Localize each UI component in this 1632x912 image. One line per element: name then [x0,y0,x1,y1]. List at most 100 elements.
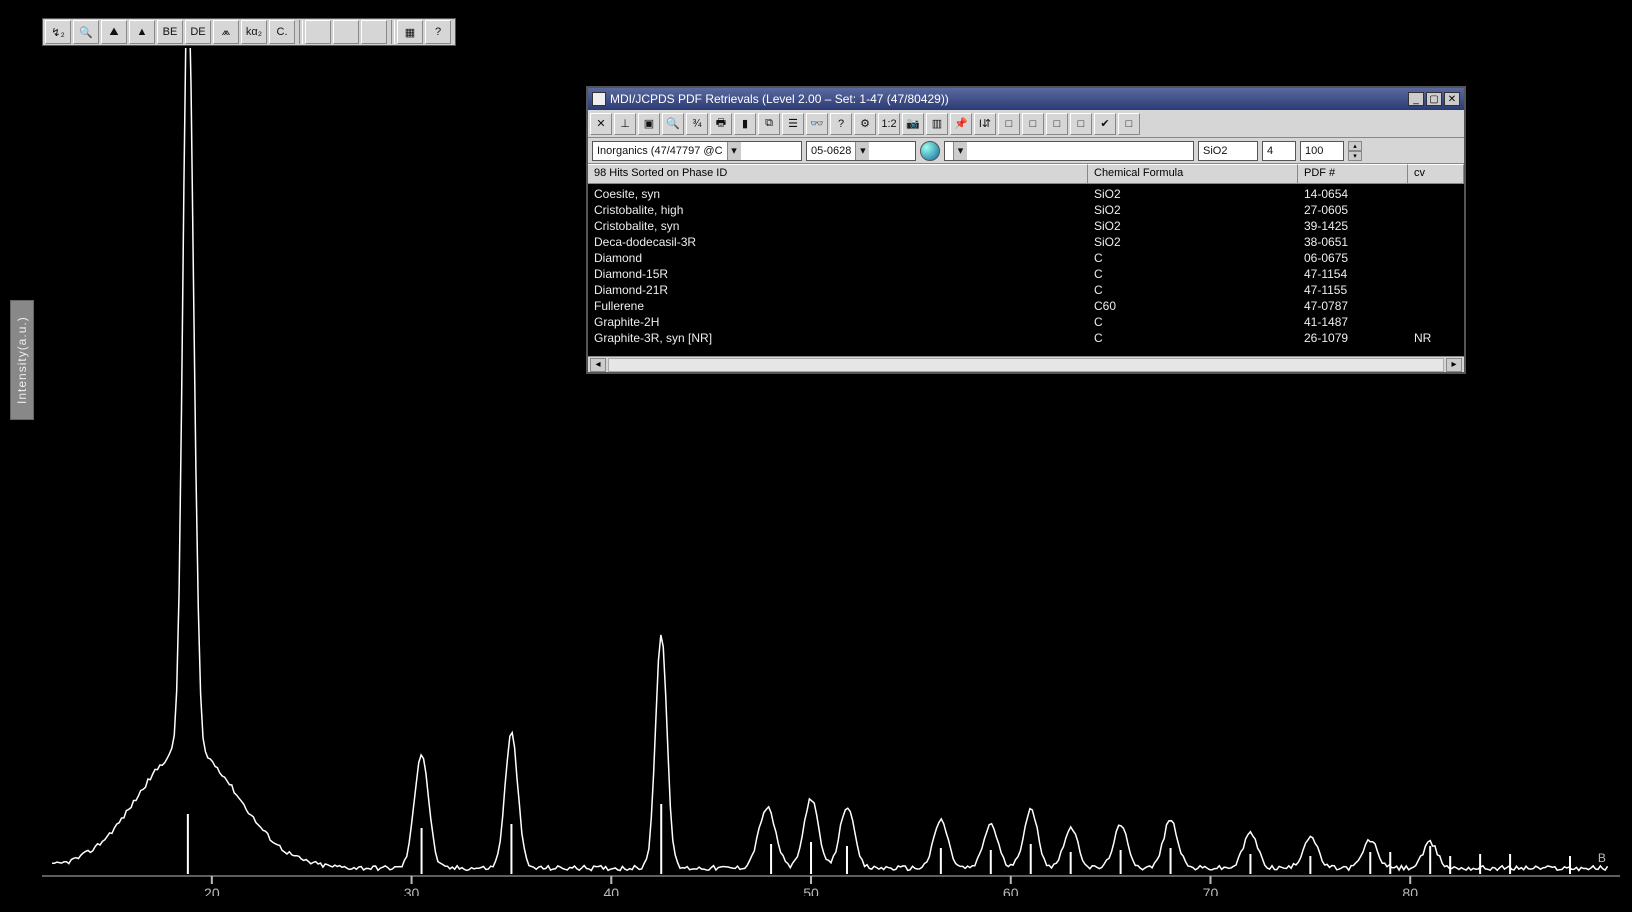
be-icon[interactable]: BE [157,20,183,44]
subset-icon[interactable]: ¾ [686,113,708,135]
spin-down-icon[interactable]: ▾ [1348,151,1362,161]
pin-icon[interactable]: 📌 [950,113,972,135]
cell-pdf: 47-1155 [1298,283,1408,297]
pdf-retrieval-window: MDI/JCPDS PDF Retrievals (Level 2.00 – S… [586,86,1466,374]
app-icon [592,92,606,106]
spin-buttons[interactable]: ▴ ▾ [1348,141,1362,161]
table-row[interactable]: FullereneC6047-0787 [588,298,1464,314]
cell-phase: Cristobalite, high [588,203,1088,217]
dark-panel-icon[interactable]: ▮ [734,113,756,135]
sheet-icon[interactable]: ▥ [926,113,948,135]
cell-phase: Diamond-21R [588,283,1088,297]
stick-icon[interactable]: ⊥ [614,113,636,135]
window-title: MDI/JCPDS PDF Retrievals (Level 2.00 – S… [610,92,1404,106]
cell-chem: C [1088,315,1298,329]
scroll-track[interactable] [608,358,1444,372]
overlay-icon[interactable]: ⩕ [213,20,239,44]
chevron-down-icon[interactable]: ▾ [855,142,869,160]
arrow2-icon[interactable]: ↯₂ [45,20,71,44]
blank3-icon[interactable] [361,20,387,44]
copy-icon[interactable]: ⧉ [758,113,780,135]
updown-icon[interactable]: I⇵ [974,113,996,135]
x-tick-label: 30 [404,885,420,896]
peaks-icon[interactable]: ⛰ [101,20,127,44]
table-row[interactable]: DiamondC06-0675 [588,250,1464,266]
filters-row: Inorganics (47/47797 @C ▾ 05-0628 ▾ ▾ Si… [588,138,1464,164]
pdf-number-value: 05-0628 [811,145,851,157]
glasses-icon[interactable]: 👓 [806,113,828,135]
c-icon[interactable]: C. [269,20,295,44]
pal3-icon[interactable]: □ [1046,113,1068,135]
formula-input[interactable]: SiO2 [1198,141,1258,161]
pal1-icon[interactable]: □ [998,113,1020,135]
table-row[interactable]: Graphite-2HC41-1487 [588,314,1464,330]
zoom-icon[interactable]: 🔍 [662,113,684,135]
cell-chem: SiO2 [1088,219,1298,233]
cell-chem: C [1088,331,1298,345]
blank1-icon[interactable] [305,20,331,44]
col-pdf[interactable]: PDF # [1298,164,1408,183]
ka2-icon[interactable]: kα₂ [241,20,267,44]
table-row[interactable]: Graphite-3R, syn [NR]C26-1079NR [588,330,1464,346]
chevron-down-icon[interactable]: ▾ [727,142,741,160]
col-phase[interactable]: 98 Hits Sorted on Phase ID [588,164,1088,183]
cell-pdf: 38-0651 [1298,235,1408,249]
table-row[interactable]: Deca-dodecasil-3RSiO238-0651 [588,234,1464,250]
spin-up-icon[interactable]: ▴ [1348,141,1362,151]
table-row[interactable]: Coesite, synSiO214-0654 [588,186,1464,202]
pal4-icon[interactable]: □ [1070,113,1092,135]
maximize-button[interactable]: ▢ [1426,92,1442,106]
blank2-icon[interactable] [333,20,359,44]
marker-b: B [1598,851,1606,865]
minimize-button[interactable]: _ [1408,92,1424,106]
window-titlebar[interactable]: MDI/JCPDS PDF Retrievals (Level 2.00 – S… [588,88,1464,110]
panel-toolbar: ✕⊥▣🔍¾🖶▮⧉☰👓?⚙1:2📷▥📌I⇵□□□□✔□ [588,110,1464,138]
filled-peaks-icon[interactable]: ▲ [129,20,155,44]
check-icon[interactable]: ✔ [1094,113,1116,135]
camera-icon[interactable]: 📷 [902,113,924,135]
cell-chem: C60 [1088,299,1298,313]
print-icon[interactable]: 🖶 [710,113,732,135]
cell-chem: SiO2 [1088,187,1298,201]
cell-chem: C [1088,251,1298,265]
scroll-right-icon[interactable]: ▸ [1446,358,1462,372]
help2-icon[interactable]: ? [830,113,852,135]
cell-pdf: 47-0787 [1298,299,1408,313]
card-icon[interactable]: ▣ [638,113,660,135]
pal2-icon[interactable]: □ [1022,113,1044,135]
globe-icon[interactable] [920,141,940,161]
col-chem[interactable]: Chemical Formula [1088,164,1298,183]
cell-pdf: 06-0675 [1298,251,1408,265]
count-value: 4 [1267,145,1273,157]
table-row[interactable]: Cristobalite, highSiO227-0605 [588,202,1464,218]
cell-phase: Diamond-15R [588,267,1088,281]
help-icon[interactable]: ? [425,20,451,44]
max-input[interactable]: 100 [1300,141,1344,161]
scroll-left-icon[interactable]: ◂ [590,358,606,372]
pdf-number-input[interactable]: 05-0628 ▾ [806,141,916,161]
cell-pdf: 27-0605 [1298,203,1408,217]
close-icon[interactable]: ✕ [590,113,612,135]
pal5-icon[interactable]: □ [1118,113,1140,135]
chevron-down-icon[interactable]: ▾ [953,142,967,160]
ratio-icon[interactable]: 1:2 [878,113,900,135]
cell-chem: SiO2 [1088,203,1298,217]
gears-icon[interactable]: ⚙ [854,113,876,135]
search-icon[interactable]: 🔍 [73,20,99,44]
cell-chem: SiO2 [1088,235,1298,249]
de-icon[interactable]: DE [185,20,211,44]
table-row[interactable]: Diamond-21RC47-1155 [588,282,1464,298]
cell-phase: Deca-dodecasil-3R [588,235,1088,249]
menu-icon[interactable]: ☰ [782,113,804,135]
horizontal-scrollbar[interactable]: ◂ ▸ [588,356,1464,372]
table-row[interactable]: Cristobalite, synSiO239-1425 [588,218,1464,234]
database-select-value: Inorganics (47/47797 @C [597,145,723,157]
search-input[interactable]: ▾ [944,141,1194,161]
table-row[interactable]: Diamond-15RC47-1154 [588,266,1464,282]
grid-icon[interactable]: ▦ [397,20,423,44]
database-select[interactable]: Inorganics (47/47797 @C ▾ [592,141,802,161]
results-list[interactable]: Coesite, synSiO214-0654Cristobalite, hig… [588,184,1464,356]
count-input[interactable]: 4 [1262,141,1296,161]
close-button[interactable]: ✕ [1444,92,1460,106]
col-ext[interactable]: cv [1408,164,1464,183]
